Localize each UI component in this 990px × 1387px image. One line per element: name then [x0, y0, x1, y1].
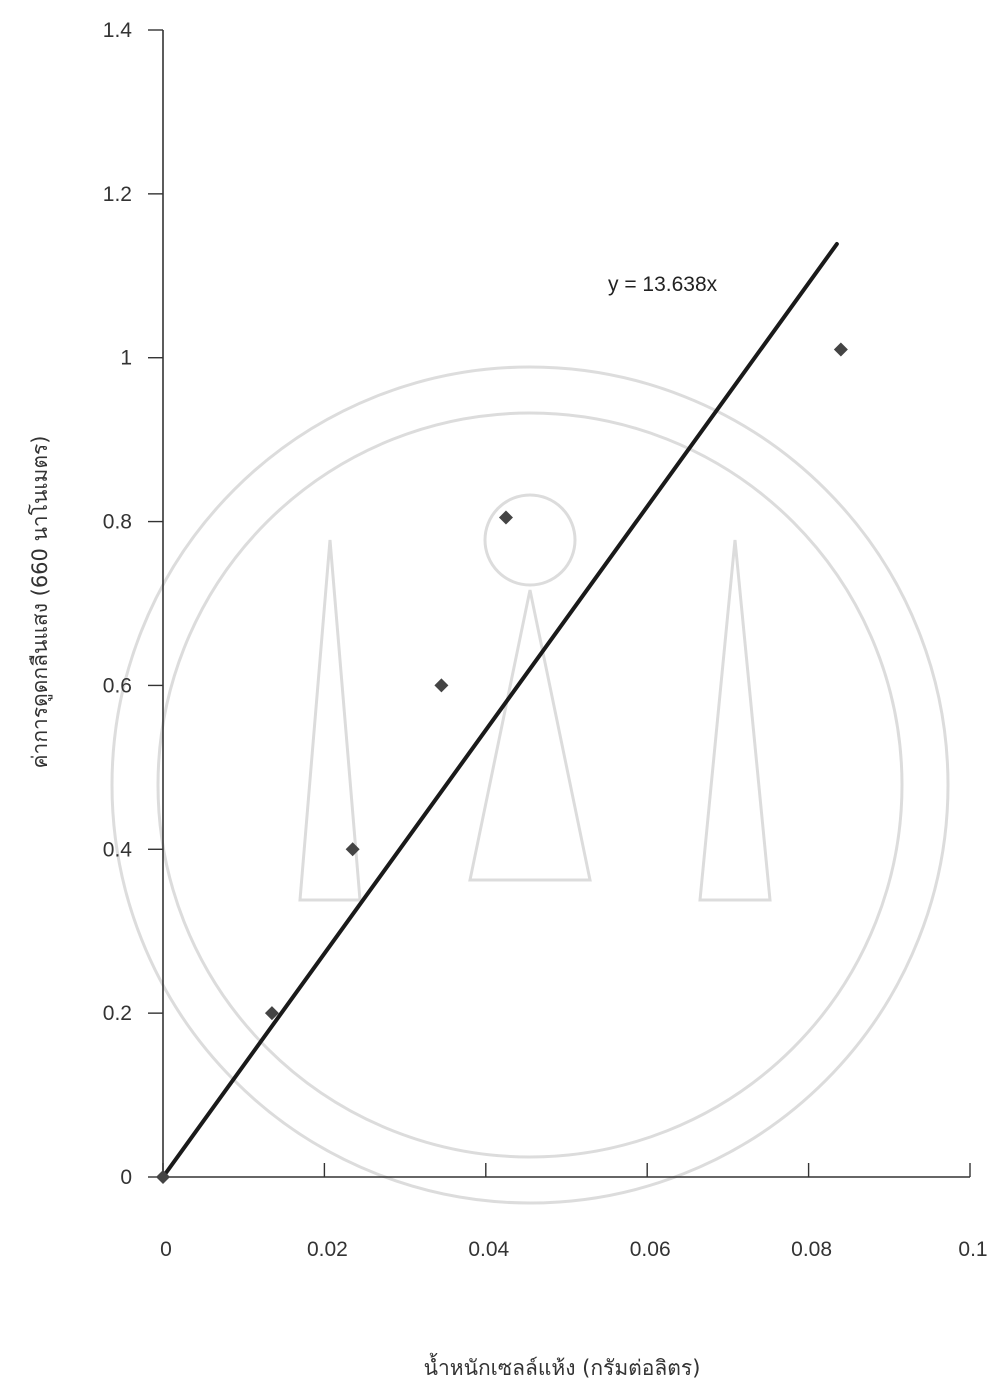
y-tick-label: 1.4: [103, 19, 133, 42]
x-tick-label: 0.1: [958, 1238, 987, 1261]
data-point: [264, 1006, 279, 1021]
data-point: [156, 1170, 170, 1184]
y-tick-label: 0: [120, 1166, 132, 1189]
x-tick-label: 0.04: [468, 1238, 509, 1261]
y-axis-ticks: 0 0.2 0.4 0.6 0.8 1 1.2 1.4: [103, 19, 163, 1189]
data-points: [156, 342, 848, 1184]
y-tick-label: 1: [120, 347, 132, 370]
y-tick-label: 0.6: [103, 674, 132, 697]
x-tick-label: 0.08: [791, 1238, 832, 1261]
data-point: [833, 342, 848, 357]
axes: [162, 30, 970, 1178]
emblem-watermark: [110, 365, 950, 1205]
trendline-equation: y = 13.638x: [608, 273, 718, 296]
data-point: [498, 510, 513, 525]
x-tick-label: 0.06: [630, 1238, 671, 1261]
y-axis-title: ค่าการดูดกลืนแสง (660 นาโนเมตร): [28, 436, 53, 769]
trendline: [161, 242, 839, 1179]
y-tick-label: 0.4: [103, 838, 133, 861]
data-point: [434, 678, 449, 693]
y-tick-label: 1.2: [103, 183, 132, 206]
y-tick-label: 0.2: [103, 1002, 132, 1025]
x-tick-label: 0: [160, 1238, 172, 1261]
trendline-group: [161, 242, 839, 1179]
data-point: [345, 842, 360, 857]
x-axis-ticks: 0 0.02 0.04 0.06 0.08 0.1: [160, 1163, 988, 1261]
y-tick-label: 0.8: [103, 511, 132, 534]
x-axis-title: น้ำหนักเซลล์แห้ง (กรัมต่อลิตร): [424, 1353, 701, 1380]
x-tick-label: 0.02: [307, 1238, 348, 1261]
